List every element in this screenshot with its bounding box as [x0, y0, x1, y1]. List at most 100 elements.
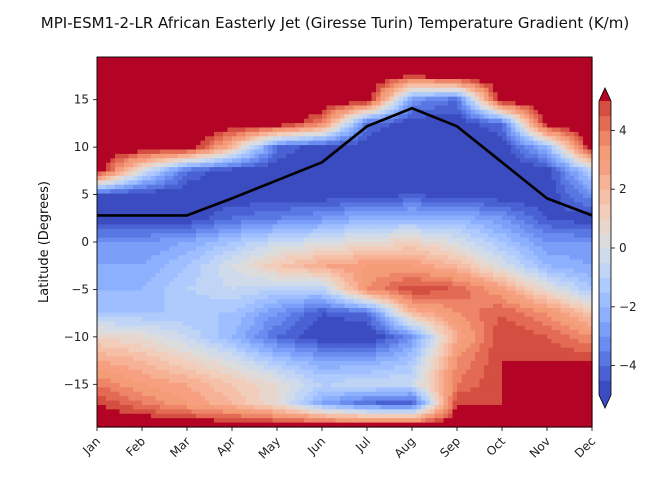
- contour-cell: [173, 206, 179, 212]
- contour-cell: [209, 242, 215, 247]
- contour-cell: [308, 162, 314, 168]
- contour-cell: [425, 153, 431, 159]
- contour-cell: [421, 87, 427, 93]
- contour-cell: [344, 127, 350, 133]
- contour-cell: [556, 74, 562, 80]
- contour-cell: [344, 96, 350, 102]
- contour-cell: [160, 57, 166, 62]
- contour-cell: [281, 153, 287, 159]
- contour-cell: [106, 224, 112, 230]
- contour-cell: [223, 215, 229, 221]
- contour-cell: [524, 131, 530, 137]
- contour-cell: [146, 74, 152, 80]
- contour-cell: [578, 109, 584, 115]
- contour-cell: [506, 158, 512, 164]
- contour-cell: [295, 211, 301, 217]
- contour-cell: [182, 153, 188, 159]
- contour-cell: [308, 123, 314, 129]
- contour-cell: [209, 79, 215, 85]
- contour-cell: [137, 175, 143, 181]
- contour-cell: [160, 162, 166, 168]
- contour-cell: [178, 242, 184, 247]
- contour-cell: [236, 123, 242, 129]
- contour-cell: [452, 167, 458, 173]
- contour-cell: [340, 206, 346, 212]
- contour-cell: [542, 118, 548, 124]
- contour-cell: [299, 211, 305, 217]
- contour-cell: [376, 87, 382, 93]
- contour-cell: [407, 162, 413, 168]
- contour-cell: [578, 74, 584, 80]
- contour-cell: [146, 87, 152, 93]
- contour-cell: [533, 193, 539, 199]
- contour-cell: [556, 136, 562, 142]
- contour-cell: [574, 180, 580, 186]
- contour-cell: [160, 101, 166, 107]
- contour-cell: [169, 65, 175, 71]
- contour-cell: [488, 96, 494, 102]
- contour-cell: [331, 250, 337, 256]
- contour-cell: [106, 162, 112, 168]
- contour-cell: [101, 219, 107, 225]
- contour-cell: [416, 61, 422, 67]
- contour-cell: [313, 57, 319, 62]
- contour-cell: [281, 237, 287, 243]
- contour-cell: [263, 57, 269, 62]
- contour-cell: [340, 127, 346, 133]
- contour-cell: [128, 118, 134, 124]
- contour-cell: [137, 127, 143, 133]
- contour-cell: [299, 114, 305, 120]
- contour-cell: [196, 114, 202, 120]
- contour-cell: [115, 131, 121, 137]
- contour-cell: [398, 224, 404, 230]
- contour-cell: [587, 193, 593, 199]
- contour-cell: [151, 202, 157, 208]
- contour-cell: [344, 109, 350, 115]
- contour-cell: [358, 145, 364, 151]
- contour-cell: [169, 57, 175, 62]
- contour-cell: [304, 189, 310, 195]
- contour-cell: [389, 61, 395, 67]
- contour-cell: [551, 171, 557, 177]
- contour-cell: [340, 237, 346, 243]
- contour-cell: [200, 215, 206, 221]
- contour-cell: [223, 123, 229, 129]
- contour-cell: [439, 127, 445, 133]
- contour-cell: [187, 206, 193, 212]
- contour-cell: [250, 158, 256, 164]
- contour-cell: [362, 189, 368, 195]
- contour-cell: [484, 246, 490, 252]
- contour-cell: [434, 145, 440, 151]
- contour-cell: [502, 211, 508, 217]
- contour-cell: [259, 101, 265, 107]
- contour-cell: [538, 92, 544, 98]
- contour-cell: [304, 175, 310, 181]
- contour-cell: [520, 211, 526, 217]
- contour-cell: [362, 145, 368, 151]
- contour-cell: [574, 83, 580, 89]
- contour-cell: [439, 65, 445, 71]
- contour-cell: [380, 158, 386, 164]
- contour-cell: [574, 87, 580, 93]
- contour-cell: [178, 189, 184, 195]
- contour-cell: [457, 175, 463, 181]
- contour-cell: [371, 215, 377, 221]
- contour-cell: [385, 87, 391, 93]
- contour-cell: [421, 206, 427, 212]
- contour-cell: [583, 246, 589, 252]
- contour-cell: [151, 136, 157, 142]
- contour-cell: [209, 136, 215, 142]
- contour-cell: [308, 140, 314, 146]
- contour-cell: [250, 70, 256, 76]
- contour-cell: [524, 193, 530, 199]
- contour-cell: [538, 193, 544, 199]
- contour-cell: [565, 79, 571, 85]
- contour-cell: [335, 224, 341, 230]
- contour-cell: [380, 184, 386, 190]
- contour-cell: [448, 162, 454, 168]
- contour-cell: [475, 167, 481, 173]
- contour-cell: [349, 149, 355, 155]
- contour-cell: [439, 105, 445, 111]
- contour-cell: [164, 101, 170, 107]
- contour-cell: [187, 250, 193, 256]
